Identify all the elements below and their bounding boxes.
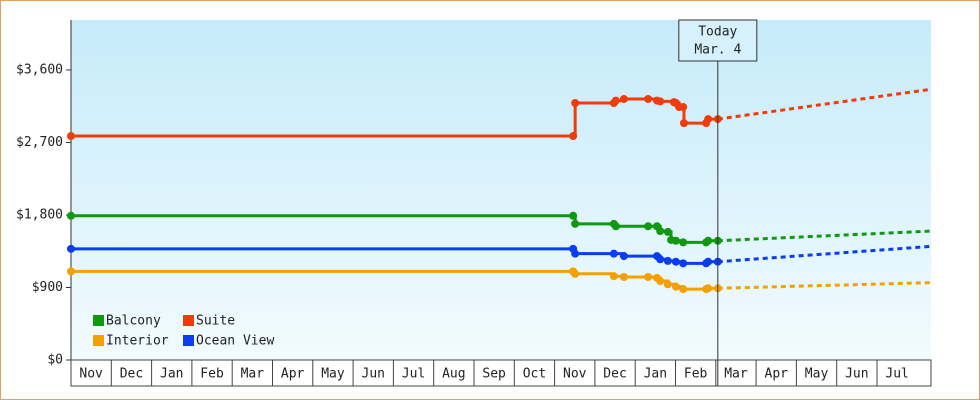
point: [644, 222, 653, 231]
legend-swatch: [183, 335, 194, 346]
point: [571, 249, 580, 258]
point: [619, 94, 628, 103]
point: [569, 132, 578, 141]
point: [679, 238, 688, 247]
plot-area: [71, 20, 931, 360]
y-tick-label: $3,600: [16, 62, 63, 77]
x-tick-label: Jan: [160, 367, 183, 382]
point: [611, 96, 620, 105]
point: [679, 285, 688, 294]
point: [611, 222, 620, 231]
point: [663, 256, 672, 265]
point: [656, 255, 665, 264]
point: [671, 282, 680, 291]
x-tick-label: Jul: [402, 367, 425, 382]
point: [619, 252, 628, 261]
point: [679, 103, 688, 112]
point: [571, 219, 580, 228]
legend-label: Interior: [106, 334, 169, 349]
point: [656, 277, 665, 286]
today-label: Today: [698, 25, 737, 40]
x-tick-label: Dec: [603, 367, 626, 382]
today-label: Mar. 4: [694, 43, 741, 58]
x-tick-label: Nov: [79, 367, 103, 382]
point: [67, 267, 75, 276]
x-tick-label: Mar: [724, 367, 748, 382]
x-tick-label: May: [805, 367, 829, 382]
point: [644, 94, 653, 103]
x-tick-label: Feb: [684, 367, 708, 382]
chart-layer: $0 $900 $1,800 $2,700 $3,600 Nov Dec Jan Feb Mar A…: [16, 19, 932, 386]
x-tick-label: Apr: [765, 367, 789, 382]
x-tick-label: Oct: [523, 367, 546, 382]
point: [704, 257, 713, 266]
point: [571, 269, 580, 278]
y-tick-label: $2,700: [16, 135, 63, 150]
x-tick-label: Sep: [482, 367, 506, 382]
y-tick-label: $900: [32, 280, 63, 295]
x-tick-label: Jun: [845, 367, 868, 382]
point: [656, 97, 665, 106]
x-axis-band: [70, 359, 932, 387]
x-tick-label: Nov: [563, 367, 587, 382]
today-box: [678, 19, 758, 62]
legend-label: Balcony: [106, 314, 161, 329]
point: [679, 259, 688, 268]
point: [569, 211, 578, 220]
point: [571, 98, 580, 107]
point: [704, 236, 713, 245]
y-tick-label: $1,800: [16, 207, 63, 222]
point: [671, 257, 680, 266]
legend-swatch: [93, 335, 104, 346]
legend-label: Suite: [196, 314, 235, 329]
x-tick-label: Jan: [644, 367, 667, 382]
point: [619, 273, 628, 282]
point: [609, 272, 618, 281]
point: [663, 227, 672, 236]
legend-swatch: [93, 315, 104, 326]
point: [679, 119, 688, 128]
point: [609, 249, 618, 258]
x-tick-label: Aug: [442, 367, 465, 382]
x-tick-label: May: [321, 367, 345, 382]
point: [644, 273, 653, 282]
x-tick-label: Jul: [885, 367, 908, 382]
x-tick-label: Apr: [281, 367, 305, 382]
point: [67, 211, 75, 220]
point: [656, 227, 665, 236]
point: [704, 115, 713, 124]
point: [663, 280, 672, 289]
x-tick-label: Dec: [120, 367, 143, 382]
point: [671, 236, 680, 245]
legend-label: Ocean View: [196, 334, 274, 349]
point: [704, 284, 713, 293]
point: [67, 244, 75, 253]
x-tick-label: Mar: [241, 367, 265, 382]
x-tick-label: Feb: [200, 367, 224, 382]
legend-swatch: [183, 315, 194, 326]
x-tick-label: Jun: [362, 367, 385, 382]
point: [67, 132, 75, 141]
y-tick-label: $0: [47, 353, 63, 368]
